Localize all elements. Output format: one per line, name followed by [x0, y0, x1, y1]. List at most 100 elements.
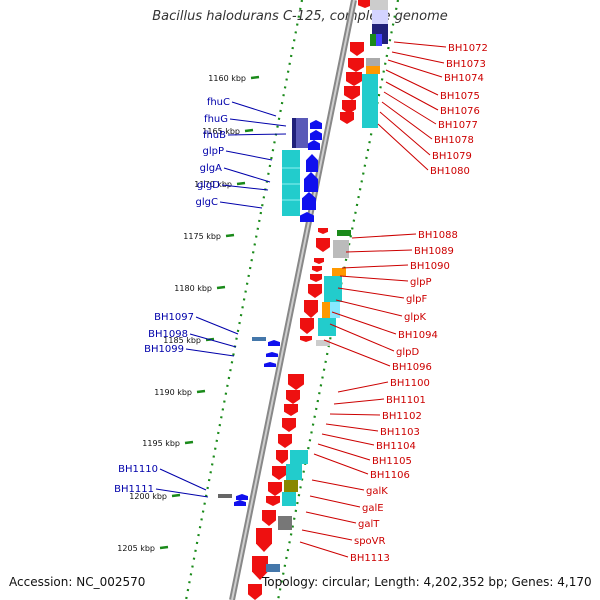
gene-label-right: BH1074	[444, 73, 484, 84]
leader-line	[189, 333, 237, 348]
reverse-gene-arrow	[342, 100, 356, 114]
cog-box	[292, 118, 296, 148]
gene-label-right: BH1076	[440, 106, 480, 117]
gene-label-right: BH1090	[410, 261, 450, 272]
forward-gene-arrow	[236, 494, 248, 500]
leader-line	[229, 118, 287, 127]
leader-line	[219, 201, 263, 209]
cog-box	[324, 276, 342, 302]
reverse-gene-arrow	[266, 496, 280, 506]
leader-line	[321, 433, 375, 446]
gene-label-right: glpF	[406, 294, 427, 305]
gene-label-right: BH1080	[430, 166, 470, 177]
leader-line	[387, 59, 443, 78]
leader-line	[379, 111, 431, 156]
reverse-gene-arrow	[314, 258, 324, 264]
cog-box	[337, 230, 351, 236]
reverse-gene-arrow	[300, 336, 312, 342]
cog-box	[333, 240, 349, 258]
scale-tick	[225, 233, 235, 238]
scale-label: 1165 kbp	[202, 127, 240, 136]
gene-label-right: BH1113	[350, 553, 390, 564]
reverse-gene-arrow	[248, 584, 262, 600]
reverse-gene-arrow	[318, 228, 328, 234]
gene-label-left: BH1110	[118, 464, 158, 475]
leader-line	[385, 69, 439, 96]
cog-box	[366, 66, 380, 74]
gene-label-right: glpD	[396, 347, 419, 358]
reverse-gene-arrow	[262, 510, 276, 526]
scale-label: 1175 kbp	[183, 232, 221, 241]
gene-label-right: BH1079	[432, 151, 472, 162]
leader-line	[309, 495, 361, 508]
reverse-gene-arrow	[268, 482, 282, 496]
reverse-gene-arrow	[308, 284, 322, 298]
gene-label-right: BH1089	[414, 246, 454, 257]
forward-gene-arrow	[266, 352, 278, 357]
cog-box	[266, 564, 280, 572]
leader-line	[335, 299, 403, 317]
forward-gene-arrow	[310, 130, 322, 140]
cog-box	[218, 494, 232, 498]
scale-label: 1185 kbp	[163, 336, 201, 345]
leader-line	[225, 150, 273, 161]
gene-label-right: glpP	[410, 277, 432, 288]
leader-line	[305, 511, 357, 524]
leader-line	[381, 101, 433, 140]
leader-line	[331, 311, 397, 335]
cog-box	[322, 302, 330, 318]
leader-line	[155, 488, 209, 498]
leader-line	[391, 51, 445, 64]
accession-label: Accession: NC_002570	[9, 575, 146, 589]
leader-line	[325, 423, 379, 432]
gene-label-right: galE	[362, 503, 384, 514]
forward-gene-arrow	[302, 192, 316, 210]
cog-box	[366, 58, 380, 66]
gene-label-left: fhuG	[204, 114, 228, 125]
reverse-gene-arrow	[304, 300, 318, 318]
gene-label-right: BH1100	[390, 378, 430, 389]
scale-tick	[196, 389, 206, 394]
reverse-gene-arrow	[252, 556, 268, 580]
cog-box	[278, 516, 292, 530]
scale-tick	[184, 440, 194, 445]
cog-box	[362, 74, 378, 128]
leader-line	[323, 339, 391, 367]
scale-tick	[244, 128, 254, 133]
scale-tick	[216, 285, 226, 290]
scale-tick	[171, 493, 181, 498]
cog-box	[252, 337, 266, 341]
gene-label-left: glgC	[196, 197, 218, 208]
reverse-gene-arrow	[284, 404, 298, 416]
leader-line	[337, 381, 389, 393]
gene-label-left: fhuC	[207, 97, 230, 108]
leader-line	[311, 479, 365, 491]
gene-label-right: glpK	[404, 312, 426, 323]
cog-box	[318, 318, 336, 336]
forward-gene-arrow	[308, 140, 320, 150]
gene-label-right: galT	[358, 519, 380, 530]
gene-label-right: spoVR	[354, 536, 386, 547]
leader-line	[159, 468, 207, 491]
cog-box	[332, 268, 346, 276]
gene-label-left: glpP	[202, 146, 224, 157]
gene-label-right: BH1104	[376, 441, 416, 452]
gene-label-left: BH1098	[148, 329, 188, 340]
gene-label-right: BH1075	[440, 91, 480, 102]
gene-label-right: BH1106	[370, 470, 410, 481]
gene-label-left: BH1111	[114, 484, 154, 495]
scale-label: 1200 kbp	[129, 492, 167, 501]
cog-box	[282, 150, 300, 216]
leader-line	[301, 529, 353, 541]
gene-label-right: BH1078	[434, 135, 474, 146]
forward-gene-arrow	[310, 120, 322, 129]
cog-box	[370, 0, 388, 10]
leader-line	[383, 91, 437, 125]
gene-label-right: BH1096	[392, 362, 432, 373]
leader-line	[227, 133, 287, 136]
cog-box	[370, 34, 376, 46]
forward-gene-arrow	[268, 340, 280, 346]
gene-label-left: BH1097	[154, 312, 194, 323]
forward-gene-arrow	[300, 212, 314, 222]
